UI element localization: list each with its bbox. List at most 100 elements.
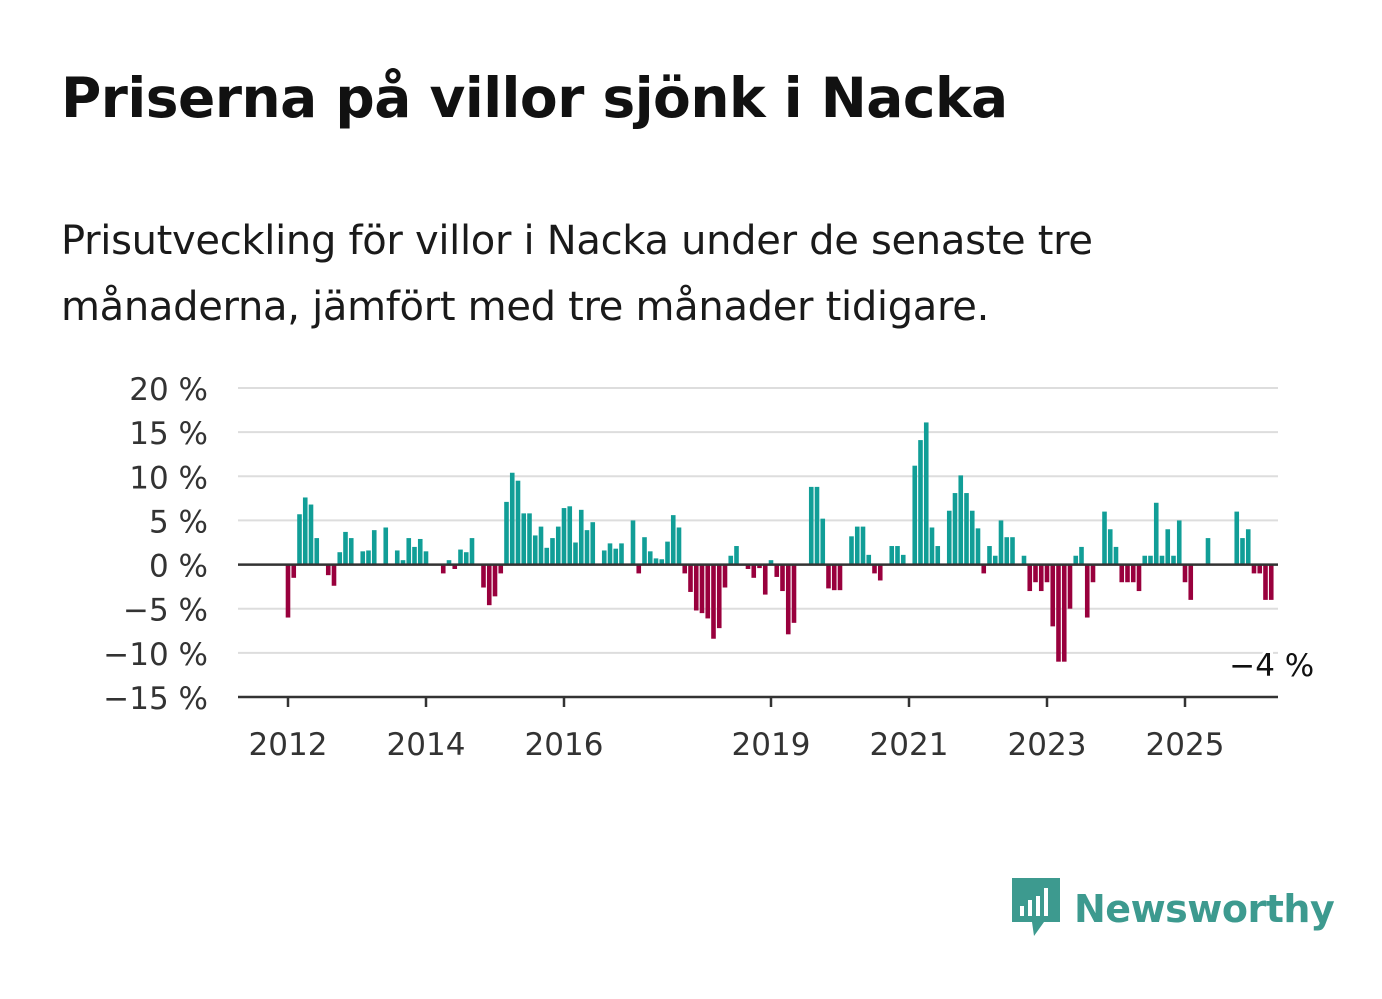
bar [331, 564, 337, 586]
bar [751, 564, 757, 578]
bar [826, 564, 831, 589]
bar [929, 527, 935, 565]
bar [820, 518, 826, 565]
bar [912, 465, 918, 565]
bar [521, 513, 527, 565]
bar [1073, 555, 1079, 565]
bar [716, 564, 722, 629]
bar [498, 564, 504, 574]
bar [1148, 555, 1153, 565]
x-tick-label: 2012 [249, 727, 328, 763]
x-tick-label: 2016 [525, 727, 604, 763]
bar [808, 486, 814, 565]
bar [285, 564, 291, 618]
bar [705, 564, 711, 619]
bar [337, 552, 343, 565]
bar [417, 538, 423, 565]
bar [1102, 511, 1107, 565]
bar [1136, 564, 1142, 592]
bar [607, 543, 613, 565]
bar [343, 531, 348, 565]
bar [837, 564, 843, 591]
bar [653, 558, 659, 565]
bar [1004, 537, 1010, 565]
bar [550, 538, 555, 565]
bar [964, 493, 969, 565]
bar [854, 526, 860, 565]
bar [1044, 564, 1050, 583]
bar [688, 564, 693, 592]
bar [860, 526, 866, 565]
y-tick-label: −5 % [123, 593, 208, 629]
bar [1061, 564, 1067, 662]
bar [532, 535, 538, 565]
bar [998, 520, 1004, 565]
bar [1176, 520, 1182, 565]
bar [1084, 564, 1090, 618]
bar [619, 543, 624, 565]
bar [1142, 555, 1148, 565]
bar [613, 548, 619, 565]
y-tick-label: −15 % [103, 681, 208, 717]
bar [1188, 564, 1194, 600]
bar [682, 564, 688, 574]
bar [665, 541, 670, 565]
bar [849, 536, 854, 565]
bar [492, 564, 498, 597]
bar [1153, 502, 1159, 565]
bar [1165, 529, 1171, 565]
bar [481, 564, 486, 588]
bar [814, 486, 820, 565]
x-tick-label: 2023 [1008, 727, 1087, 763]
bar [561, 508, 567, 565]
bar [314, 538, 320, 565]
bar [1268, 564, 1274, 600]
bar [423, 551, 429, 565]
bar [1130, 564, 1136, 583]
bar [768, 560, 774, 565]
bar [734, 546, 739, 565]
bar [1182, 564, 1188, 583]
bar [952, 493, 958, 565]
x-tick-label: 2019 [732, 727, 811, 763]
bar [486, 564, 492, 606]
bar [302, 497, 308, 565]
price-change-chart: 20 % 15 % 10 % 5 % 0 % −5 % −10 % −15 % 2012 2014… [103, 372, 1317, 763]
bar [383, 527, 389, 565]
bar [1107, 529, 1113, 565]
bar [452, 564, 458, 569]
bar [573, 542, 578, 565]
bar [291, 564, 297, 578]
bar [642, 537, 647, 565]
bar [935, 546, 941, 565]
bar [601, 550, 607, 565]
bar [676, 527, 682, 565]
bar [889, 546, 895, 565]
bar [371, 530, 377, 565]
bar [711, 564, 716, 639]
bar [872, 564, 877, 574]
page-title: Priserna på villor sjönk i Nacka [61, 66, 1008, 130]
bar [699, 564, 705, 614]
bar [866, 554, 872, 565]
bar [590, 522, 596, 565]
bar [348, 538, 354, 565]
last-value-annotation: −4 % [1229, 648, 1314, 684]
bar [412, 546, 417, 565]
bar [780, 564, 785, 592]
bar [440, 564, 446, 574]
x-tick-label: 2025 [1146, 727, 1225, 763]
bar [975, 528, 981, 565]
y-tick-label: 15 % [129, 416, 208, 452]
bar [1159, 555, 1165, 565]
bar [504, 501, 509, 565]
bar [1234, 511, 1240, 565]
bar [762, 564, 768, 595]
bar [469, 538, 475, 565]
bar [538, 526, 544, 565]
bar [458, 549, 463, 565]
bar [515, 480, 521, 565]
bar [544, 547, 550, 565]
bar [584, 530, 590, 565]
bar [785, 564, 791, 635]
